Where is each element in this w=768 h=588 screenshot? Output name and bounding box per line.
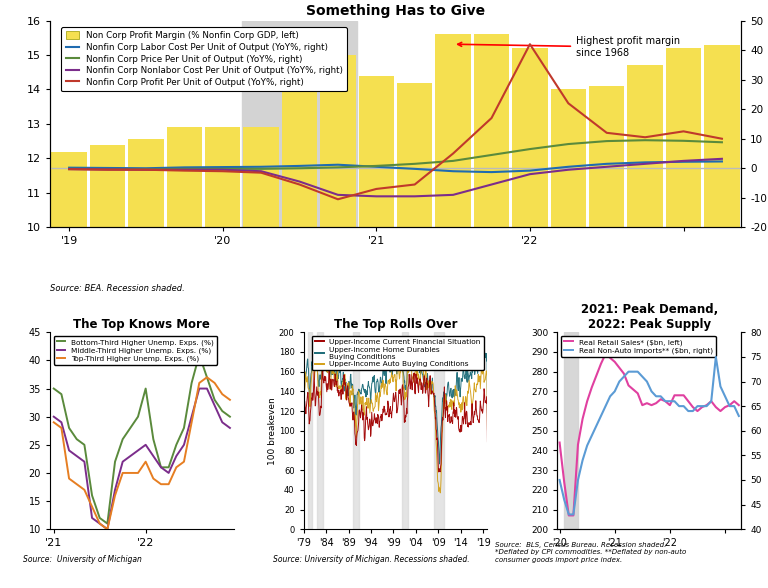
Bar [512,48,548,228]
Legend: Non Corp Profit Margin (% Nonfin Corp GDP, left), Nonfin Corp Labor Cost Per Uni: Non Corp Profit Margin (% Nonfin Corp GD… [61,27,347,91]
Bar [564,332,578,529]
Bar [128,139,164,228]
Bar [205,128,240,228]
Bar [353,332,359,529]
Bar [627,65,663,228]
Text: Source: BEA. Recession shaded.: Source: BEA. Recession shaded. [50,284,184,293]
Bar [320,55,356,228]
Title: The Top Knows More: The Top Knows More [74,318,210,331]
Title: Something Has to Give: Something Has to Give [306,4,485,18]
Title: The Top Rolls Over: The Top Rolls Over [334,318,457,331]
Y-axis label: 100 breakeven: 100 breakeven [268,397,277,465]
Bar [589,86,624,228]
Bar [308,332,312,529]
Text: Source:  BLS, Census Bureau. Recession shaded.
*Deflated by CPI commodities. **D: Source: BLS, Census Bureau. Recession sh… [495,542,687,563]
Bar [90,145,125,228]
Bar [282,72,317,228]
Bar [402,332,409,529]
Bar [51,152,87,228]
Text: Source:  University of Michigan: Source: University of Michigan [23,554,142,563]
Bar [242,21,357,228]
Bar [666,48,701,228]
Text: Highest profit margin
since 1968: Highest profit margin since 1968 [458,36,680,58]
Title: 2021: Peak Demand,
2022: Peak Supply: 2021: Peak Demand, 2022: Peak Supply [581,303,718,331]
Legend: Bottom-Third Higher Unemp. Exps. (%), Middle-Third Higher Unemp. Exps. (%), Top-: Bottom-Third Higher Unemp. Exps. (%), Mi… [54,336,217,365]
Bar [551,89,586,228]
Bar [474,34,509,228]
Text: Source: University of Michigan. Recessions shaded.: Source: University of Michigan. Recessio… [273,554,469,563]
Bar [435,34,471,228]
Bar [243,128,279,228]
Bar [317,332,323,529]
Bar [434,332,445,529]
Legend: Real Retail Sales* ($bn, left), Real Non-Auto Imports** ($bn, right): Real Retail Sales* ($bn, left), Real Non… [561,336,716,357]
Bar [359,76,394,228]
Legend: Upper-Income Current Financial Situation, Upper-Income Home Durables
Buying Cond: Upper-Income Current Financial Situation… [312,336,484,370]
Bar [704,45,740,228]
Bar [167,128,202,228]
Bar [397,82,432,228]
